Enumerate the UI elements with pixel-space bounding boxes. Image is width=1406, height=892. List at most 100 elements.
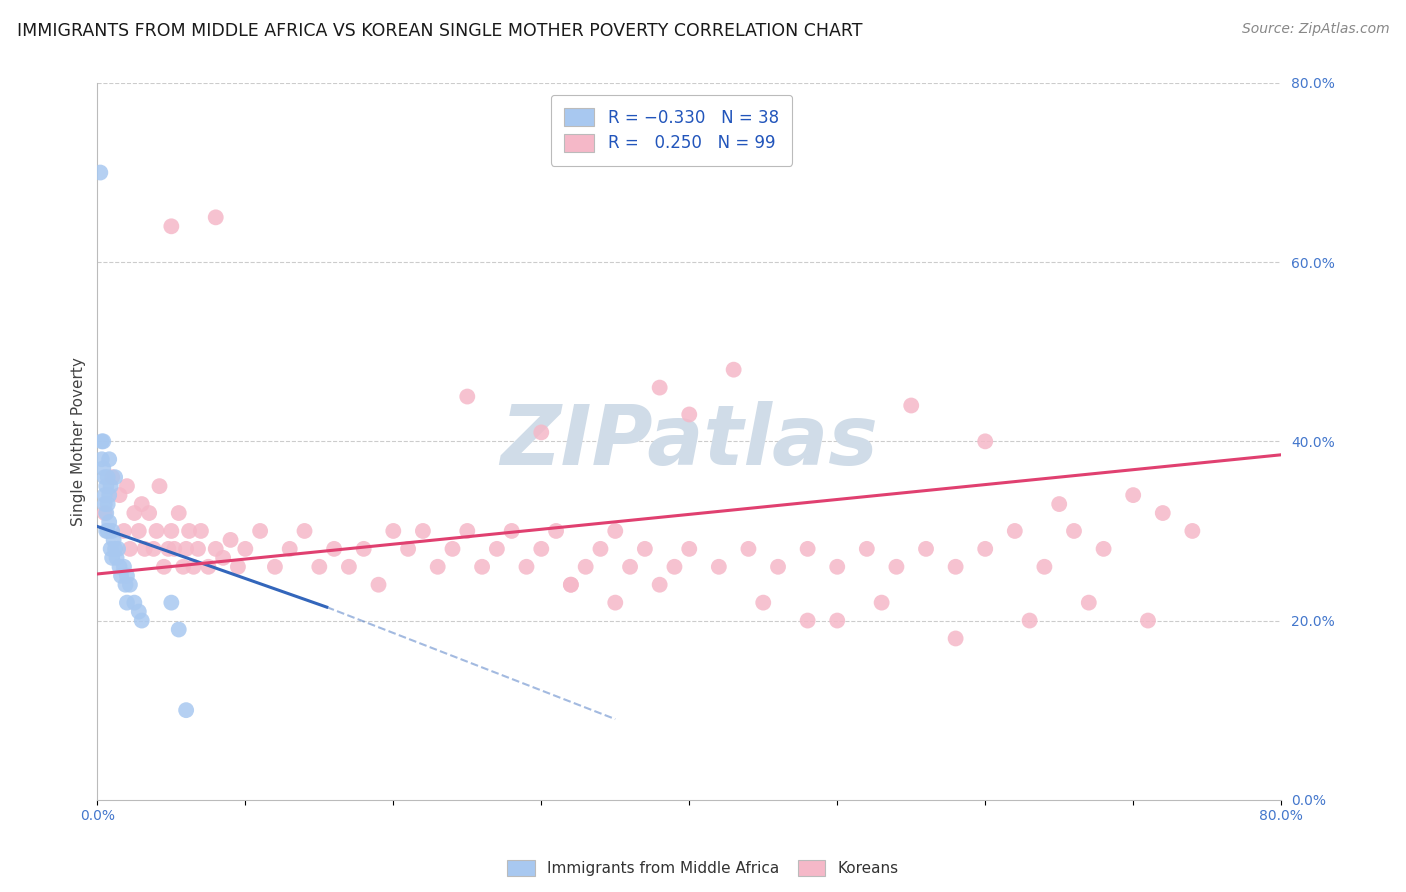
Point — [796, 541, 818, 556]
Point — [353, 541, 375, 556]
Point — [160, 524, 183, 538]
Point — [128, 605, 150, 619]
Point — [138, 506, 160, 520]
Point — [575, 559, 598, 574]
Point — [187, 541, 209, 556]
Point — [115, 596, 138, 610]
Point — [900, 399, 922, 413]
Point — [197, 559, 219, 574]
Point — [323, 541, 346, 556]
Text: IMMIGRANTS FROM MIDDLE AFRICA VS KOREAN SINGLE MOTHER POVERTY CORRELATION CHART: IMMIGRANTS FROM MIDDLE AFRICA VS KOREAN … — [17, 22, 862, 40]
Point — [1004, 524, 1026, 538]
Point — [94, 506, 117, 520]
Point — [678, 408, 700, 422]
Point — [825, 559, 848, 574]
Point — [1047, 497, 1070, 511]
Point — [177, 524, 200, 538]
Point — [560, 578, 582, 592]
Point — [515, 559, 537, 574]
Point — [1122, 488, 1144, 502]
Point — [294, 524, 316, 538]
Point — [97, 524, 120, 538]
Point — [100, 541, 122, 556]
Point — [105, 550, 128, 565]
Point — [226, 559, 249, 574]
Point — [101, 470, 124, 484]
Point — [856, 541, 879, 556]
Point — [1033, 559, 1056, 574]
Point — [115, 568, 138, 582]
Point — [605, 524, 627, 538]
Point — [118, 541, 141, 556]
Point — [96, 524, 118, 538]
Point — [648, 578, 671, 592]
Point — [530, 541, 553, 556]
Point — [471, 559, 494, 574]
Point — [148, 479, 170, 493]
Point — [97, 497, 120, 511]
Point — [396, 541, 419, 556]
Point — [101, 524, 124, 538]
Point — [382, 524, 405, 538]
Point — [190, 524, 212, 538]
Point — [112, 559, 135, 574]
Point — [174, 703, 197, 717]
Point — [94, 470, 117, 484]
Point — [560, 578, 582, 592]
Point — [108, 488, 131, 502]
Point — [723, 362, 745, 376]
Point — [153, 559, 176, 574]
Point — [167, 623, 190, 637]
Legend: R = −0.330   N = 38, R =   0.250   N = 99: R = −0.330 N = 38, R = 0.250 N = 99 — [551, 95, 792, 166]
Point — [160, 219, 183, 234]
Point — [974, 541, 997, 556]
Point — [172, 559, 194, 574]
Point — [752, 596, 775, 610]
Point — [530, 425, 553, 440]
Point — [456, 524, 478, 538]
Point — [870, 596, 893, 610]
Point — [974, 434, 997, 449]
Point — [648, 381, 671, 395]
Point — [114, 578, 136, 592]
Point — [112, 524, 135, 538]
Point — [131, 614, 153, 628]
Point — [94, 497, 117, 511]
Point — [485, 541, 508, 556]
Point — [337, 559, 360, 574]
Point — [108, 559, 131, 574]
Point — [367, 578, 389, 592]
Point — [124, 506, 146, 520]
Point — [163, 541, 186, 556]
Point — [634, 541, 657, 556]
Point — [115, 479, 138, 493]
Point — [766, 559, 789, 574]
Point — [98, 515, 121, 529]
Point — [619, 559, 641, 574]
Point — [94, 488, 117, 502]
Point — [145, 524, 167, 538]
Point — [945, 632, 967, 646]
Point — [103, 533, 125, 547]
Point — [1077, 596, 1099, 610]
Point — [945, 559, 967, 574]
Point — [96, 506, 118, 520]
Point — [707, 559, 730, 574]
Point — [110, 568, 132, 582]
Point — [249, 524, 271, 538]
Point — [219, 533, 242, 547]
Point — [546, 524, 568, 538]
Point — [89, 165, 111, 179]
Point — [157, 541, 180, 556]
Point — [501, 524, 523, 538]
Text: Source: ZipAtlas.com: Source: ZipAtlas.com — [1241, 22, 1389, 37]
Point — [98, 488, 121, 502]
Point — [96, 479, 118, 493]
Point — [118, 578, 141, 592]
Point — [124, 596, 146, 610]
Point — [308, 559, 330, 574]
Point — [1136, 614, 1159, 628]
Point — [134, 541, 156, 556]
Point — [456, 390, 478, 404]
Point — [426, 559, 449, 574]
